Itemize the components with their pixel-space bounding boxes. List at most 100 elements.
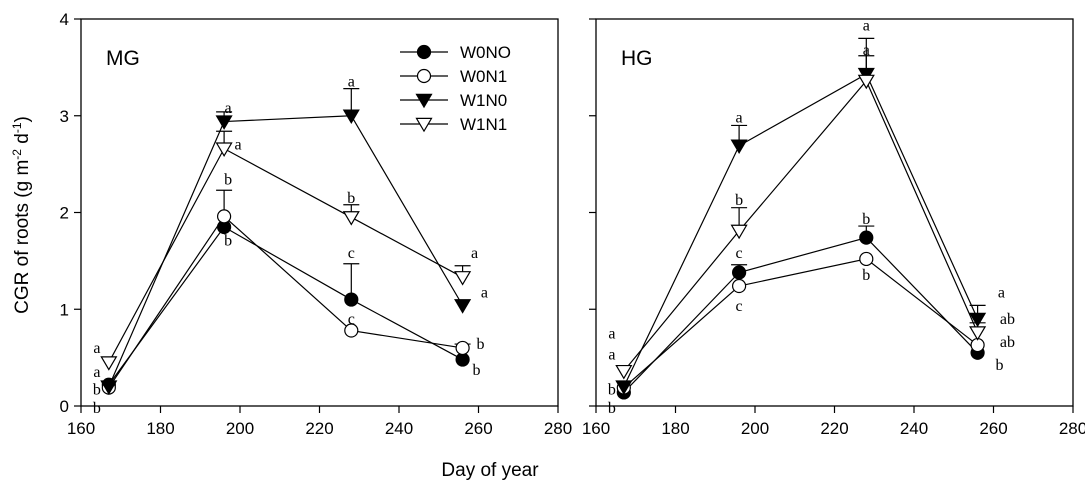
significance-letter: b — [347, 190, 355, 207]
y-axis-label-text: CGR of roots (g m — [12, 160, 33, 314]
panel-label: HG — [621, 47, 653, 70]
legend-label: W1N1 — [460, 115, 507, 134]
significance-letter: b — [862, 267, 870, 284]
data-point — [342, 109, 360, 125]
series-line — [623, 73, 979, 387]
x-tick-label: 260 — [979, 419, 1007, 438]
significance-letter: a — [998, 285, 1005, 302]
x-tick-label: 200 — [226, 419, 254, 438]
legend-label: W1N0 — [460, 91, 507, 110]
significance-letter: a — [736, 110, 743, 127]
x-tick-label: 220 — [820, 419, 848, 438]
data-point — [730, 224, 748, 240]
series-w1n0 — [100, 88, 472, 395]
data-point — [455, 340, 470, 356]
data-point — [859, 251, 874, 267]
legend-entry: W0N1 — [400, 67, 507, 86]
series-w0no — [101, 219, 470, 392]
significance-letter: a — [481, 285, 488, 302]
panel-mg: 160 180 200 220 240 260 28001234MGaabbaabbabcc… — [60, 10, 573, 438]
significance-letter: b — [608, 400, 616, 417]
significance-letter: c — [736, 298, 743, 315]
significance-letter: c — [348, 311, 355, 328]
data-point — [217, 209, 232, 224]
significance-letter: b — [476, 336, 484, 353]
x-tick-label: 240 — [385, 419, 413, 438]
significance-letter: b — [862, 211, 870, 228]
data-point — [100, 380, 118, 395]
chart-panels: 160 180 200 220 240 260 28001234MGaabbaabbabcc… — [60, 10, 1085, 438]
significance-letter: b — [93, 400, 101, 417]
data-point — [969, 312, 987, 328]
y-tick-label: 1 — [60, 300, 69, 319]
significance-letter: b — [224, 232, 232, 249]
panel-label: MG — [106, 47, 140, 70]
legend-marker — [415, 117, 433, 133]
significance-letter: a — [93, 364, 100, 381]
y-tick-label: 3 — [60, 107, 69, 126]
significance-letter: b — [608, 381, 616, 398]
data-point — [454, 271, 472, 286]
significance-letter: a — [93, 340, 100, 357]
y-axis-label-superscript-1: -2 — [10, 149, 24, 160]
significance-letter: c — [736, 245, 743, 262]
y-axis-label-text-3: ) — [12, 116, 33, 122]
significance-letter: a — [608, 325, 615, 342]
significance-letter: ab — [1000, 334, 1015, 351]
series-line — [108, 215, 463, 388]
x-tick-label: 160 — [67, 419, 95, 438]
series-line — [108, 147, 463, 363]
series-w1n1 — [100, 130, 472, 371]
x-tick-label: 160 — [582, 419, 610, 438]
legend-entry: W0NO — [400, 43, 511, 62]
significance-letter: a — [863, 42, 870, 59]
data-point — [857, 74, 875, 90]
y-axis-label-superscript-2: -1 — [10, 122, 24, 133]
series-line — [108, 115, 464, 387]
x-axis-label: Day of year — [441, 460, 539, 481]
data-point — [100, 356, 118, 371]
x-tick-label: 260 — [464, 419, 492, 438]
significance-letter: b — [93, 381, 101, 398]
data-point — [215, 115, 233, 130]
data-point — [615, 380, 633, 395]
significance-letter: a — [225, 100, 232, 117]
legend-entry: W1N1 — [400, 115, 507, 134]
data-point — [615, 364, 633, 380]
series-w0n1 — [101, 189, 471, 395]
data-point — [344, 323, 359, 338]
x-tick-label: 180 — [146, 419, 174, 438]
series-line — [108, 226, 463, 386]
y-axis-label-text-2: d — [12, 133, 33, 149]
chart-legend: W0NO W0N1 W1N0 W1N1 — [400, 43, 511, 134]
legend-marker — [416, 68, 432, 84]
data-point — [731, 265, 747, 280]
significance-letter: b — [224, 171, 232, 188]
legend-marker — [415, 93, 433, 109]
data-point — [344, 292, 359, 307]
y-tick-label: 4 — [60, 10, 69, 29]
series-w1n0 — [615, 37, 987, 395]
significance-letter: a — [608, 347, 615, 364]
y-tick-label: 0 — [60, 397, 69, 416]
x-tick-label: 200 — [741, 419, 769, 438]
significance-letter: a — [348, 74, 355, 91]
x-tick-label: 180 — [661, 419, 689, 438]
data-point — [454, 299, 472, 314]
data-point — [215, 142, 233, 157]
y-tick-label: 2 — [60, 204, 69, 223]
x-tick-label: 280 — [1059, 419, 1085, 438]
series-w0n1 — [616, 251, 985, 395]
legend-label: W0NO — [460, 43, 511, 62]
significance-letter: b — [473, 362, 481, 379]
significance-letter: a — [471, 245, 478, 262]
significance-letter: ab — [1000, 311, 1015, 328]
series-w1n1 — [615, 55, 987, 380]
series-line — [623, 236, 979, 393]
legend-entry: W1N0 — [400, 91, 507, 110]
data-point — [731, 278, 747, 294]
significance-letter: a — [234, 137, 241, 154]
x-tick-label: 240 — [900, 419, 928, 438]
series-line — [623, 258, 978, 389]
